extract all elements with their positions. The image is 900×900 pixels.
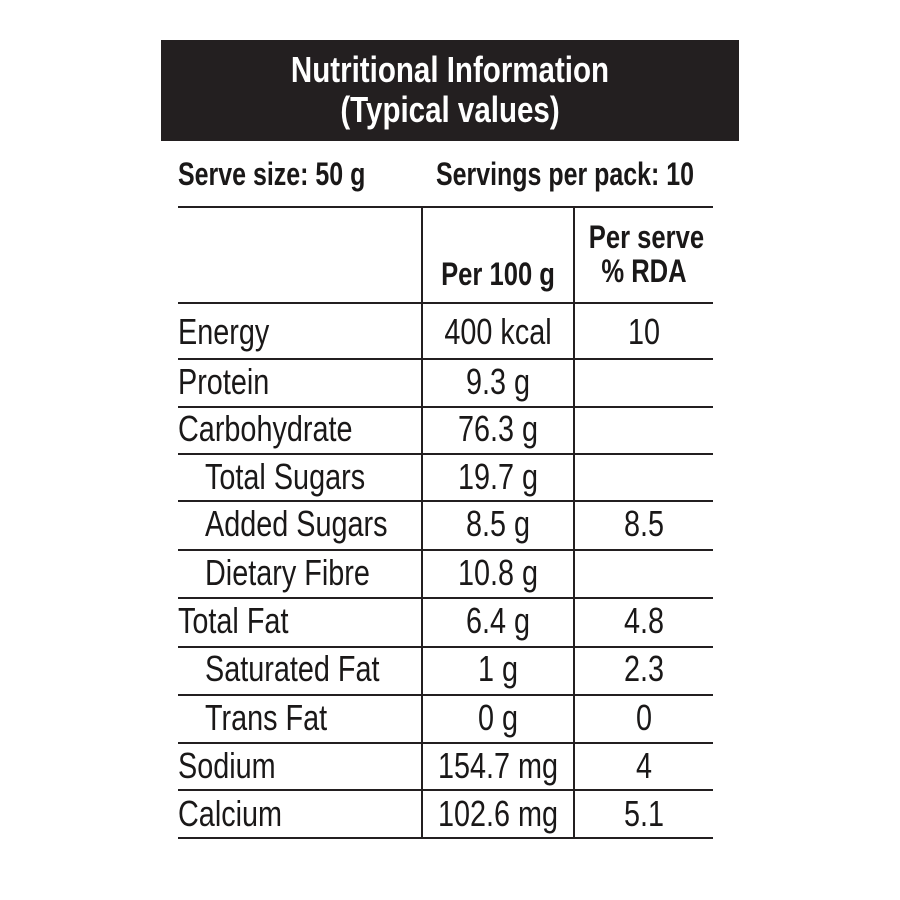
nutrient-per-100g: 154.7 mg (437, 745, 559, 786)
nutrient-name: Sodium (178, 745, 276, 786)
column-header-rda: % RDA (601, 253, 687, 289)
label-title: Nutritional Information (290, 49, 610, 90)
nutrient-name: Total Sugars (205, 456, 366, 497)
row-divider (178, 302, 713, 304)
nutrient-rda: 0 (635, 697, 653, 738)
row-divider (178, 694, 713, 696)
nutrient-rda (589, 549, 699, 597)
nutrient-rda (589, 405, 699, 453)
nutrient-name: Trans Fat (205, 697, 328, 738)
nutrient-per-100g: 76.3 g (457, 408, 539, 449)
nutrient-name: Added Sugars (205, 503, 388, 544)
row-divider (178, 406, 713, 408)
servings-per-pack: Servings per pack: 10 (436, 156, 695, 192)
nutrient-per-100g: 19.7 g (457, 456, 539, 497)
column-divider (421, 207, 423, 839)
nutrient-rda: 4 (635, 745, 653, 786)
row-divider (178, 742, 713, 744)
nutrient-per-100g: 10.8 g (457, 552, 539, 593)
row-divider (178, 789, 713, 791)
nutrient-per-100g: 102.6 mg (437, 793, 559, 834)
nutrient-per-100g: 400 kcal (444, 311, 552, 352)
column-divider (573, 207, 575, 839)
label-subtitle: (Typical values) (340, 89, 560, 130)
nutrient-name: Dietary Fibre (205, 552, 370, 593)
row-divider (178, 597, 713, 599)
nutrient-rda: 10 (627, 311, 661, 352)
nutrient-name: Protein (178, 361, 270, 402)
serve-size: Serve size: 50 g (178, 156, 366, 192)
nutrient-rda (589, 358, 699, 406)
title-banner: Nutritional Information (Typical values) (161, 40, 739, 141)
column-header-per-100g: Per 100 g (441, 256, 555, 292)
nutrient-per-100g: 0 g (477, 697, 519, 738)
table-bottom-rule (178, 837, 713, 839)
table-top-rule (178, 206, 713, 208)
nutrient-rda: 8.5 (623, 503, 665, 544)
row-divider (178, 453, 713, 455)
row-divider (178, 549, 713, 551)
nutrient-name: Energy (178, 311, 270, 352)
nutrient-per-100g: 9.3 g (465, 361, 531, 402)
nutrient-rda: 5.1 (623, 793, 665, 834)
nutrient-rda (589, 453, 699, 501)
nutrient-rda: 2.3 (623, 648, 665, 689)
nutrient-name: Carbohydrate (178, 408, 353, 449)
row-divider (178, 500, 713, 502)
nutrient-name: Saturated Fat (205, 648, 380, 689)
column-header-per-serve: Per serve (588, 219, 705, 255)
nutrient-rda: 4.8 (623, 600, 665, 641)
nutrient-name: Calcium (178, 793, 283, 834)
nutrient-per-100g: 1 g (477, 648, 519, 689)
row-divider (178, 358, 713, 360)
nutrient-per-100g: 6.4 g (465, 600, 531, 641)
nutrient-per-100g: 8.5 g (465, 503, 531, 544)
nutrient-name: Total Fat (178, 600, 289, 641)
row-divider (178, 646, 713, 648)
